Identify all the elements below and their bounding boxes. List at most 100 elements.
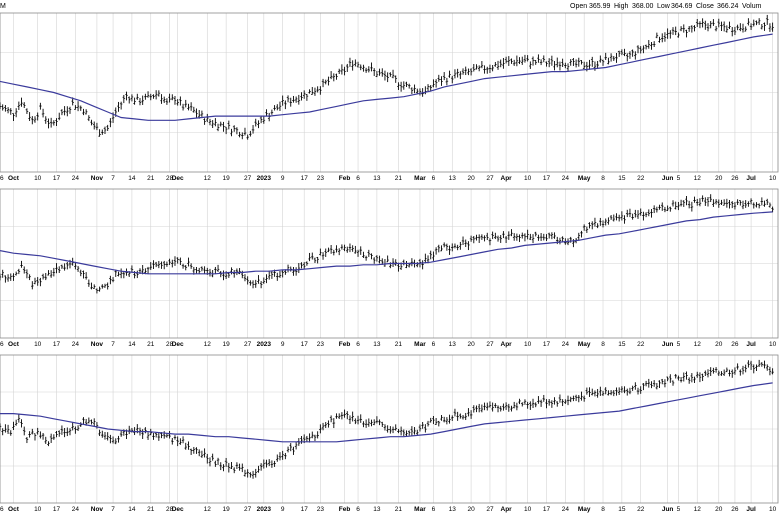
x-tick-label: Nov: [91, 341, 104, 348]
x-tick-label: 7: [111, 341, 115, 348]
x-tick-label: 21: [147, 506, 155, 513]
x-tick-label: 20: [715, 175, 723, 182]
x-tick-label: Jul: [746, 341, 756, 348]
x-tick-label: 9: [281, 506, 285, 513]
x-tick-label: 27: [244, 175, 252, 182]
x-tick-label: 21: [395, 175, 403, 182]
x-tick-label: 17: [53, 341, 61, 348]
x-tick-label: 10: [769, 506, 777, 513]
panel-frame: [0, 354, 779, 504]
x-tick-label: 19: [223, 341, 231, 348]
x-tick-label: Jul: [746, 175, 756, 182]
x-tick-label: 27: [244, 341, 252, 348]
x-tick-label: 23: [317, 175, 325, 182]
x-tick-label: 17: [301, 341, 309, 348]
x-tick-label: 24: [562, 506, 570, 513]
x-tick-label: 13: [373, 506, 381, 513]
x-tick-label: 5: [677, 506, 681, 513]
x-tick-label: 20: [467, 506, 475, 513]
x-tick-label: Jul: [746, 506, 756, 513]
header-low-label: Low: [657, 3, 671, 10]
x-tick-label: 2023: [257, 506, 272, 513]
x-tick-label: Apr: [501, 506, 513, 513]
x-tick-label: 26: [731, 506, 739, 513]
x-tick-label: 23: [317, 341, 325, 348]
x-tick-label: 17: [301, 175, 309, 182]
x-tick-label: 14: [128, 506, 136, 513]
x-tick-label: 24: [72, 341, 80, 348]
x-tick-label: 20: [467, 341, 475, 348]
x-tick-label: 9: [281, 175, 285, 182]
x-tick-label: 8: [601, 175, 605, 182]
x-tick-label: 10: [769, 341, 777, 348]
header-bar: M Open 365.99 High 368.00 Low 364.69 Clo…: [0, 3, 762, 10]
x-tick-label: Mar: [414, 341, 426, 348]
x-tick-label: 22: [637, 175, 645, 182]
x-tick-label: 26: [731, 175, 739, 182]
x-tick-label: Dec: [172, 175, 184, 182]
x-tick-label: 10: [524, 175, 532, 182]
x-tick-label: 13: [449, 506, 457, 513]
x-tick-label: 6: [356, 341, 360, 348]
x-tick-label: 24: [562, 341, 570, 348]
x-tick-label: Jun: [662, 175, 674, 182]
header-corner-label: M: [0, 3, 6, 10]
panel-frame: [0, 12, 779, 173]
x-tick-label: 21: [395, 341, 403, 348]
x-tick-label: 10: [524, 341, 532, 348]
x-tick-label: 19: [223, 175, 231, 182]
x-tick-label: 6: [356, 175, 360, 182]
x-tick-label: 17: [543, 341, 551, 348]
price-bars: [0, 359, 774, 479]
x-tick-label: Feb: [339, 341, 351, 348]
x-tick-label: 12: [204, 175, 212, 182]
x-tick-label: 10: [34, 341, 42, 348]
x-tick-label: 2023: [257, 341, 272, 348]
x-tick-label: 6: [432, 341, 436, 348]
x-tick-label: May: [578, 506, 591, 513]
x-tick-label: Nov: [91, 506, 104, 513]
x-tick-label: 14: [128, 175, 136, 182]
x-tick-label: 20: [715, 506, 723, 513]
chart-panels: 26Oct101724Nov7142128Dec121927202391723F…: [0, 12, 779, 513]
x-tick-label: 10: [34, 506, 42, 513]
header-low-value: 364.69: [671, 3, 693, 10]
x-tick-label: 10: [524, 506, 532, 513]
x-tick-label: 5: [677, 341, 681, 348]
x-tick-label: 15: [618, 506, 626, 513]
x-tick-label: 17: [53, 506, 61, 513]
x-tick-label: 26: [0, 506, 4, 513]
x-tick-label: 27: [486, 175, 494, 182]
x-tick-label: Apr: [501, 341, 513, 348]
panel-frame: [0, 188, 779, 339]
x-tick-label: 27: [244, 506, 252, 513]
x-tick-label: Dec: [172, 506, 184, 513]
x-tick-label: 24: [72, 175, 80, 182]
x-tick-label: 12: [694, 341, 702, 348]
x-tick-label: May: [578, 341, 591, 348]
x-tick-label: 23: [317, 506, 325, 513]
x-tick-label: 12: [694, 506, 702, 513]
x-tick-label: Nov: [91, 175, 104, 182]
x-tick-label: 13: [449, 341, 457, 348]
moving-average-line: [0, 382, 773, 443]
header-open-value: 365.99: [589, 3, 611, 10]
x-tick-label: 20: [715, 341, 723, 348]
x-tick-label: 20: [467, 175, 475, 182]
x-tick-label: Apr: [501, 175, 513, 182]
x-tick-label: 27: [486, 506, 494, 513]
price-bars: [0, 194, 774, 294]
x-tick-label: Feb: [339, 175, 351, 182]
x-tick-label: 2023: [257, 175, 272, 182]
x-tick-label: 12: [204, 506, 212, 513]
x-tick-label: 27: [486, 341, 494, 348]
header-volume-label: Volum: [742, 3, 762, 10]
x-tick-label: Oct: [8, 341, 20, 348]
x-tick-label: 13: [373, 175, 381, 182]
x-tick-label: 9: [281, 341, 285, 348]
moving-average-line: [0, 211, 773, 275]
x-tick-label: 15: [618, 341, 626, 348]
x-tick-label: 10: [34, 175, 42, 182]
